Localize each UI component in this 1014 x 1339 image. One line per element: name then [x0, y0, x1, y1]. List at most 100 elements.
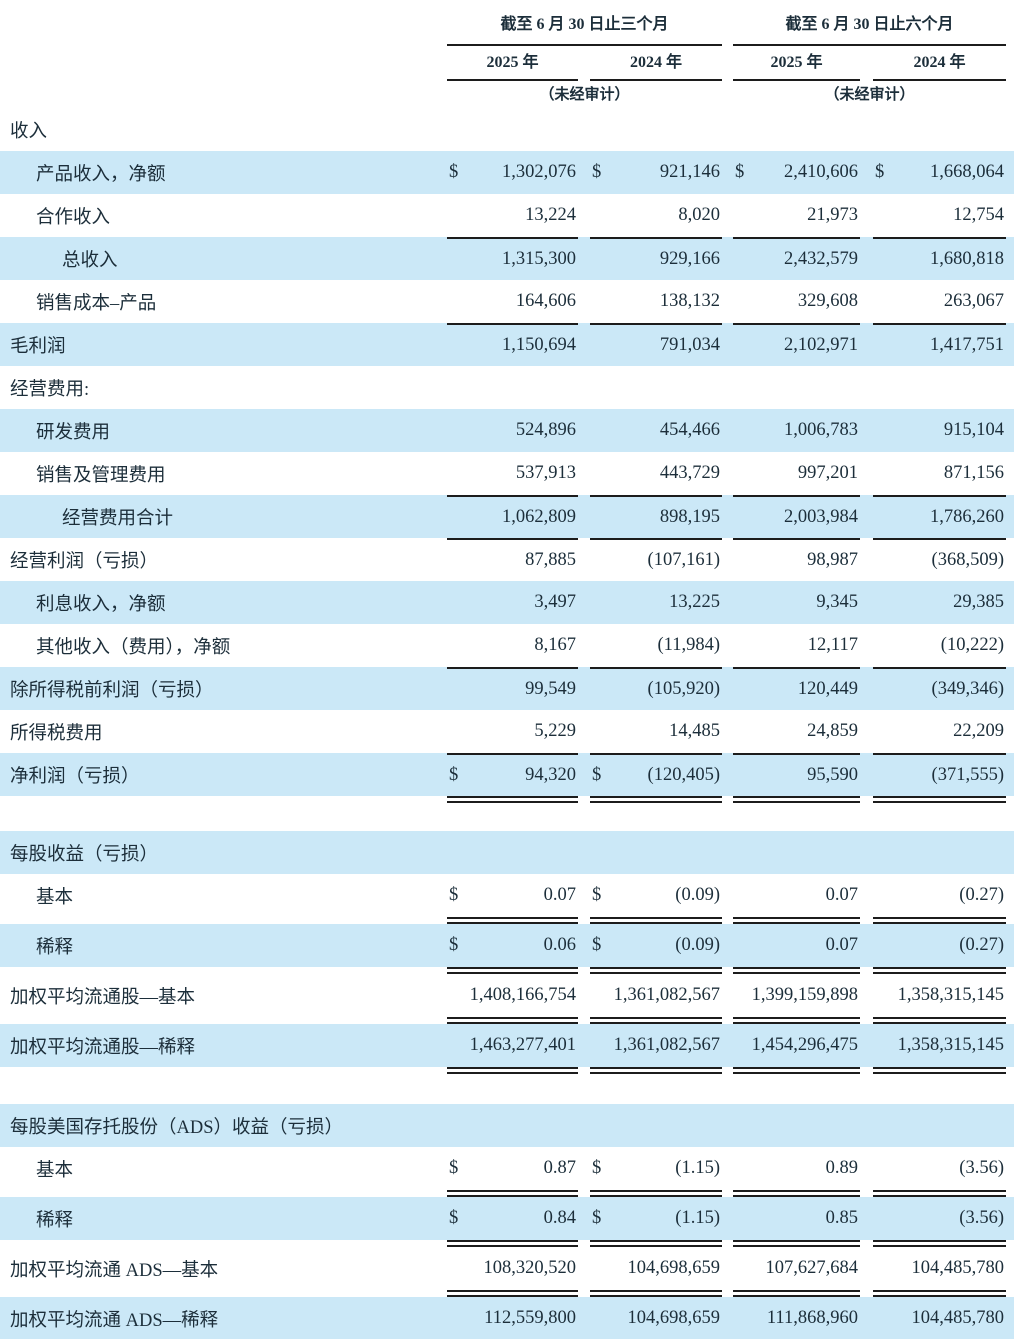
double-rule — [0, 917, 1014, 924]
value-cell: 1,680,818 — [873, 237, 1006, 280]
dollar-sign: $ — [592, 765, 602, 785]
cell-value: 1,786,260 — [930, 507, 1004, 527]
double-underline — [873, 1240, 1006, 1247]
value-cell: 915,104 — [873, 409, 1006, 452]
cell-value: 1,463,277,401 — [469, 1035, 576, 1055]
double-underline — [873, 1290, 1006, 1297]
double-underline — [733, 1017, 860, 1024]
value-cell: (0.27) — [873, 874, 1006, 917]
value-cell: (3.56) — [873, 1147, 1006, 1190]
cell-value: 0.85 — [825, 1208, 858, 1228]
table-row: 其他收入（费用），净额 8,167 (11,984) 12,117 (10,222) — [0, 624, 1014, 667]
value-cell: 14,485 — [590, 710, 722, 753]
cell-value: (120,405) — [647, 765, 720, 785]
value-cell: 2,432,579 — [733, 237, 860, 280]
row-label: 净利润（亏损） — [10, 766, 140, 787]
double-rule — [0, 1240, 1014, 1247]
cell-value: 94,320 — [525, 765, 576, 785]
double-underline — [590, 917, 722, 924]
double-underline — [733, 967, 860, 974]
cell-value: (1.15) — [675, 1208, 720, 1228]
value-cell: 111,868,960 — [733, 1297, 860, 1339]
value-cell: $0.84 — [447, 1197, 578, 1240]
value-cell: 263,067 — [873, 280, 1006, 323]
cell-value: 13,225 — [669, 592, 720, 612]
value-cell: 138,132 — [590, 280, 722, 323]
table-row: 稀释 $0.84 $ (1.15) 0.85 (3.56) — [0, 1197, 1014, 1240]
value-cell: (0.27) — [873, 924, 1006, 967]
double-underline — [590, 1240, 722, 1247]
table-row: 经营费用: — [0, 366, 1014, 409]
cell-value: 111,868,960 — [766, 1308, 858, 1328]
value-cell: (371,555) — [873, 753, 1006, 796]
value-cell: 104,698,659 — [590, 1297, 722, 1339]
dollar-sign: $ — [449, 935, 459, 955]
table-row: 销售及管理费用 537,913 443,729 997,201 871,156 — [0, 452, 1014, 495]
cell-value: 329,608 — [797, 291, 858, 311]
row-label: 其他收入（费用），净额 — [36, 637, 231, 658]
value-cell: 8,167 — [447, 624, 578, 667]
cell-value: (0.09) — [675, 885, 720, 905]
period-group-titles: 截至 6 月 30 日止三个月 截至 6 月 30 日止六个月 — [0, 6, 1014, 34]
dollar-sign: $ — [449, 1208, 459, 1228]
value-cell: (107,161) — [590, 538, 722, 581]
double-underline — [447, 917, 578, 924]
dollar-sign: $ — [449, 1158, 459, 1178]
cell-value: 1,006,783 — [784, 420, 858, 440]
value-cell: $0.87 — [447, 1147, 578, 1190]
row-label: 利息收入，净额 — [36, 594, 166, 615]
value-cell: 1,463,277,401 — [447, 1024, 578, 1067]
double-underline — [447, 1290, 578, 1297]
year-underlines — [0, 72, 1014, 81]
cell-value: 95,590 — [807, 765, 858, 785]
cell-value: 12,117 — [807, 635, 858, 655]
row-label: 经营利润（亏损） — [10, 551, 159, 572]
table-header: 截至 6 月 30 日止三个月 截至 6 月 30 日止六个月 2025 年 2… — [0, 0, 1014, 108]
row-label: 所得税费用 — [10, 723, 103, 744]
value-cell: 0.89 — [733, 1147, 860, 1190]
value-cell: 87,885 — [447, 538, 578, 581]
double-underline — [447, 1067, 578, 1074]
value-cell: $ (1.15) — [590, 1197, 722, 1240]
row-label: 加权平均流通股—基本 — [10, 987, 196, 1008]
row-label: 每股收益（亏损） — [10, 844, 159, 865]
dollar-sign: $ — [449, 765, 459, 785]
dollar-sign: $ — [592, 1208, 602, 1228]
double-underline — [590, 967, 722, 974]
cell-value: 24,859 — [807, 721, 858, 741]
double-rule — [0, 1017, 1014, 1024]
value-cell: 95,590 — [733, 753, 860, 796]
table-row: 所得税费用 5,229 14,485 24,859 22,209 — [0, 710, 1014, 753]
table-row: 经营利润（亏损） 87,885 (107,161) 98,987 (368,509) — [0, 538, 1014, 581]
row-label: 基本 — [36, 887, 74, 908]
value-cell: 98,987 — [733, 538, 860, 581]
value-cell: 524,896 — [447, 409, 578, 452]
row-label: 经营费用: — [10, 379, 90, 400]
value-cell: $2,410,606 — [733, 151, 860, 194]
cell-value: 0.07 — [825, 885, 858, 905]
row-label: 总收入 — [62, 250, 118, 271]
section-gap — [0, 1074, 1014, 1104]
value-cell: 871,156 — [873, 452, 1006, 495]
cell-value: 29,385 — [953, 592, 1004, 612]
value-cell: 1,358,315,145 — [873, 974, 1006, 1017]
row-label: 销售及管理费用 — [36, 465, 166, 486]
cell-value: 1,361,082,567 — [613, 1035, 720, 1055]
value-cell: 5,229 — [447, 710, 578, 753]
double-underline — [873, 1017, 1006, 1024]
row-label: 产品收入，净额 — [36, 164, 166, 185]
value-cell: 1,408,166,754 — [447, 974, 578, 1017]
double-underline — [447, 1017, 578, 1024]
cell-value: 104,698,659 — [627, 1308, 721, 1328]
cell-value: 0.07 — [825, 935, 858, 955]
row-label: 毛利润 — [10, 336, 66, 357]
cell-value: 99,549 — [525, 679, 576, 699]
table-row: 净利润（亏损） $94,320 $ (120,405) 95,590 (371,555) — [0, 753, 1014, 796]
value-cell: 112,559,800 — [447, 1297, 578, 1339]
value-cell: $1,668,064 — [873, 151, 1006, 194]
row-label: 稀释 — [36, 937, 74, 958]
value-cell: 1,062,809 — [447, 495, 578, 538]
table-body: 收入 产品收入，净额 $1,302,076 $921,146 $2,410,606 $1,… — [0, 108, 1014, 1339]
double-underline — [590, 796, 722, 803]
